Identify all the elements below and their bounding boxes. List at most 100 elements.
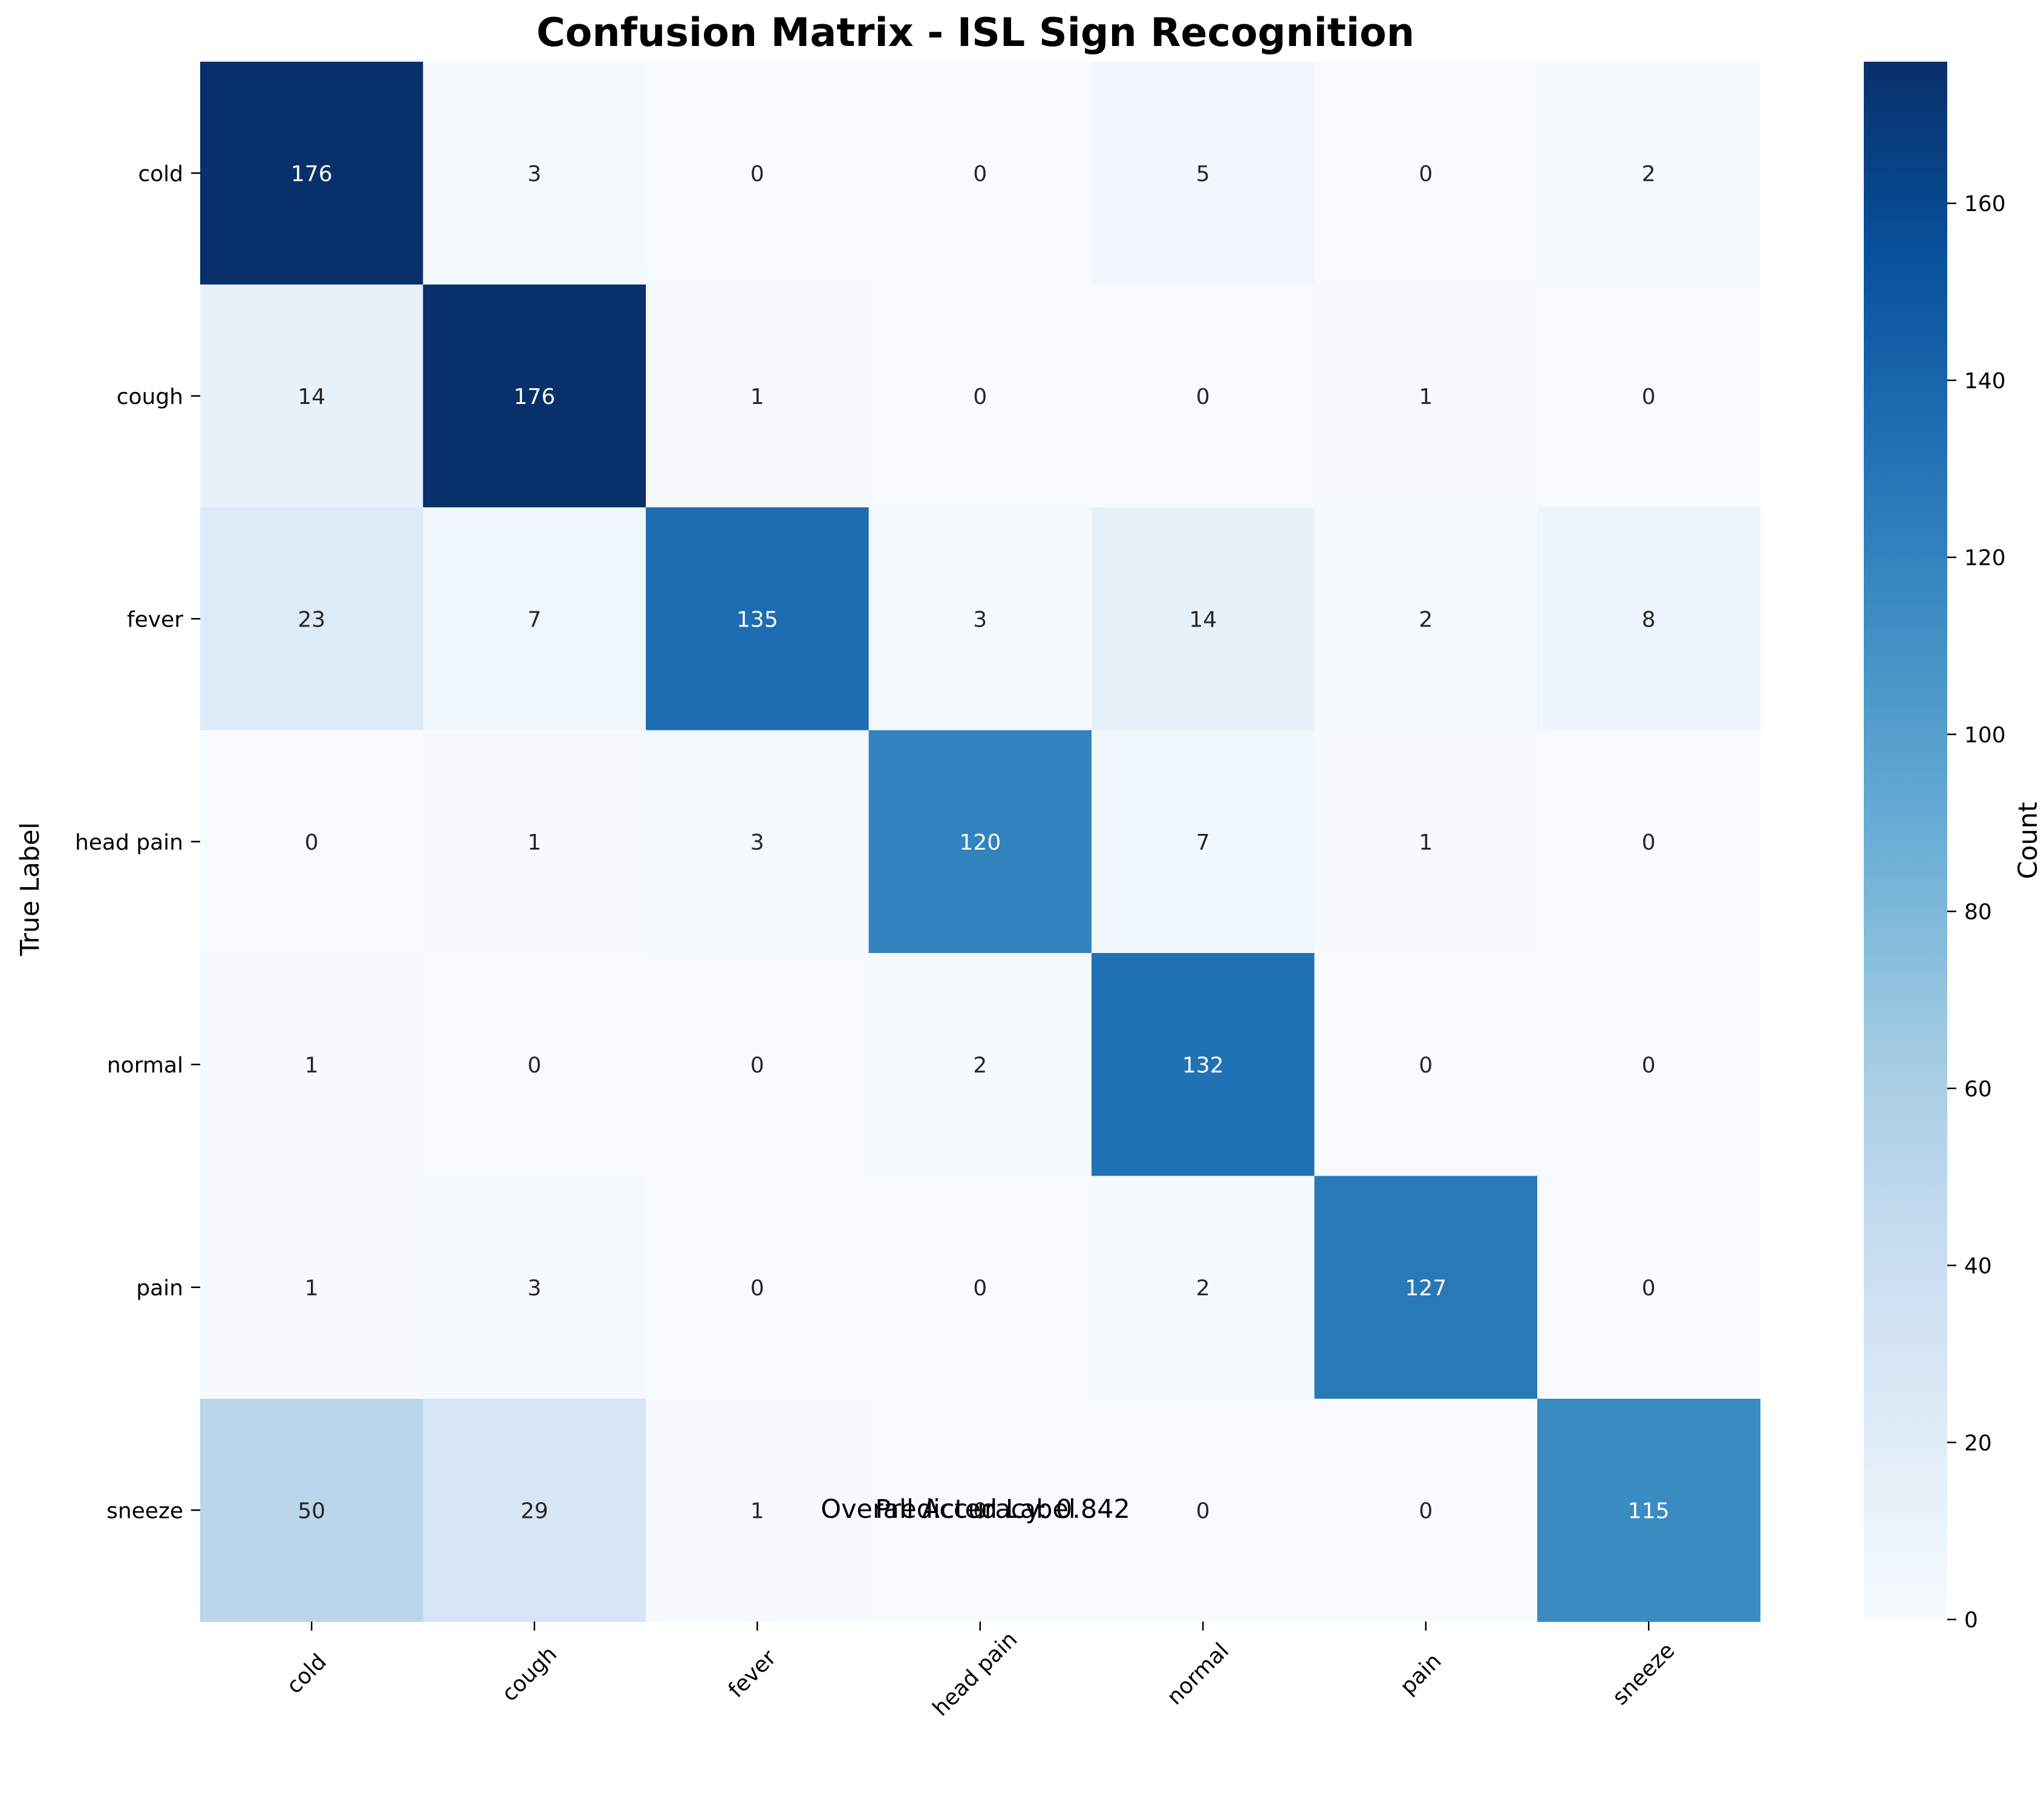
heatmap-cell-3-0 [200,730,424,954]
cell-value-label-0-5: 0 [1419,161,1433,186]
chart-title: Confusion Matrix - ISL Sign Recognition [536,10,1414,56]
overall-accuracy-text: Overall Accuracy: 0.842 [821,1494,1130,1525]
y-axis-label: True Label [15,822,45,956]
heatmap-cell-2-1 [423,507,646,731]
heatmap-cell-2-6 [1537,507,1761,731]
cell-value-label-6-3: 0 [973,1499,987,1523]
heatmap-cell-0-2 [646,62,870,285]
heatmap-cell-4-2 [646,953,870,1177]
colorbar-tick-label-3: 60 [1964,1077,1992,1102]
cell-value-label-4-2: 0 [750,1053,764,1078]
cell-value-label-1-0: 14 [298,385,325,409]
heatmap-cell-6-1 [423,1399,646,1622]
heatmap-cell-3-4 [1092,730,1315,954]
heatmap-cell-3-5 [1314,730,1538,954]
cell-value-label-4-6: 0 [1642,1053,1656,1078]
cell-value-label-2-0: 23 [298,607,325,632]
cell-value-label-1-1: 176 [513,385,555,409]
heatmap-cell-1-4 [1092,284,1315,508]
cell-value-label-1-5: 1 [1419,385,1433,409]
cell-value-label-3-4: 7 [1196,830,1210,855]
y-tick-label-0: cold [138,161,183,186]
cell-value-label-5-6: 0 [1642,1276,1656,1301]
heatmap-cell-0-5 [1314,62,1538,285]
colorbar-tick-label-0: 0 [1964,1608,1978,1633]
cell-value-label-3-5: 1 [1419,830,1433,855]
x-tick-label-0: cold [282,1649,331,1699]
y-tick-label-3: head pain [75,830,183,855]
cell-value-label-5-4: 2 [1196,1276,1210,1301]
heatmap-cell-1-0 [200,284,424,508]
cell-value-label-4-0: 1 [305,1053,319,1078]
cell-value-label-6-4: 0 [1196,1499,1210,1523]
heatmap-cell-3-1 [423,730,646,954]
colorbar-tick-label-4: 80 [1964,900,1992,925]
heatmap-cell-1-2 [646,284,870,508]
colorbar [1864,62,1947,1619]
heatmap-cell-1-6 [1537,284,1761,508]
cell-value-label-0-2: 0 [750,161,764,186]
heatmap-cell-2-5 [1314,507,1538,731]
heatmap-cell-2-0 [200,507,424,731]
cell-value-label-0-0: 176 [291,161,333,186]
cell-value-label-6-2: 1 [750,1499,764,1523]
heatmap-cell-4-3 [868,953,1092,1177]
heatmap-grid: 176 3 0 0 5 0 214 176 1 0 0 1 023 7 135 3 14 2 80 1 3 120 7 1 01… [200,62,1761,1622]
y-axis-ticks: cold cough fever head pain normal pain sneeze [75,161,200,1523]
cell-value-label-0-4: 5 [1196,161,1210,186]
heatmap-cell-1-5 [1314,284,1538,508]
x-tick-label-2: fever [724,1645,781,1703]
colorbar-tick-label-6: 120 [1964,546,2006,571]
heatmap-cell-4-1 [423,953,646,1177]
cell-value-label-1-6: 0 [1642,385,1656,409]
y-tick-label-6: sneeze [106,1499,183,1523]
cell-value-label-2-5: 2 [1419,607,1433,632]
cell-value-label-6-1: 29 [521,1499,548,1523]
heatmap-cell-5-0 [200,1176,424,1399]
heatmap-cell-2-2 [646,507,870,731]
x-tick-label-5: pain [1396,1648,1447,1699]
heatmap-cell-4-6 [1537,953,1761,1177]
cell-value-label-3-1: 1 [527,830,541,855]
cell-value-label-3-3: 120 [959,830,1001,855]
cell-value-label-0-6: 2 [1642,161,1656,186]
heatmap-cell-5-3 [868,1176,1092,1399]
colorbar-tick-label-1: 20 [1964,1431,1992,1456]
cell-value-label-2-3: 3 [973,607,987,632]
cell-value-label-2-4: 14 [1189,607,1217,632]
x-tick-label-1: cough [497,1642,562,1707]
cell-value-label-5-5: 127 [1405,1276,1447,1301]
heatmap-cell-4-0 [200,953,424,1177]
heatmap-cell-0-6 [1537,62,1761,285]
cell-value-label-4-1: 0 [527,1053,541,1078]
heatmap-cell-1-1 [423,284,646,508]
heatmap-cell-0-4 [1092,62,1315,285]
cell-value-label-3-2: 3 [750,830,764,855]
heatmap-cell-3-2 [646,730,870,954]
cell-value-label-4-5: 0 [1419,1053,1433,1078]
heatmap-cell-5-1 [423,1176,646,1399]
cell-value-label-5-1: 3 [527,1276,541,1301]
cell-value-label-0-3: 0 [973,161,987,186]
x-tick-label-6: sneeze [1608,1638,1680,1710]
heatmap-cell-3-3 [868,730,1092,954]
heatmap-cell-2-4 [1092,507,1315,731]
cell-value-label-0-1: 3 [527,161,541,186]
heatmap-cell-6-6 [1537,1399,1761,1622]
x-axis-label: Predicted Label [875,1494,1076,1525]
cell-value-label-4-3: 2 [973,1053,987,1078]
cell-value-label-1-3: 0 [973,385,987,409]
cell-value-label-5-0: 1 [305,1276,319,1301]
heatmap-cell-5-4 [1092,1176,1315,1399]
x-tick-label-3: head pain [928,1627,1023,1722]
heatmap-cell-4-5 [1314,953,1538,1177]
heatmap-cell-6-0 [200,1399,424,1622]
cell-value-label-6-5: 0 [1419,1499,1433,1523]
y-tick-label-4: normal [107,1053,183,1078]
cell-value-label-6-6: 115 [1628,1499,1670,1523]
colorbar-tick-label-7: 140 [1964,369,2006,394]
heatmap-cell-0-3 [868,62,1092,285]
heatmap-cell-5-5 [1314,1176,1538,1399]
cell-value-label-2-2: 135 [737,607,778,632]
